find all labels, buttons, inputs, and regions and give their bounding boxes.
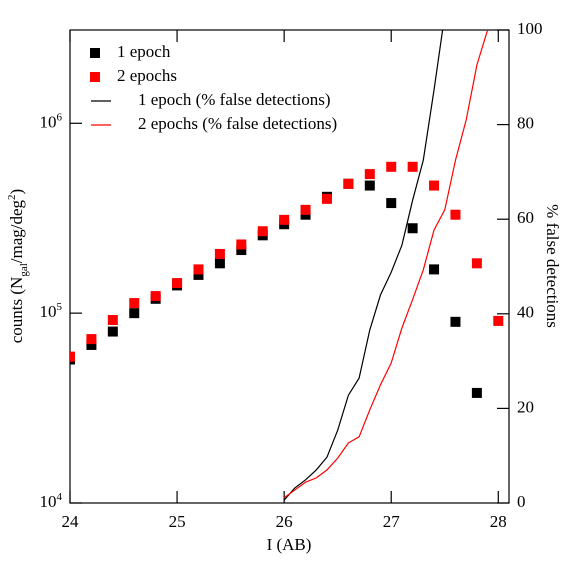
marker bbox=[407, 223, 418, 234]
marker bbox=[343, 178, 354, 189]
y-tick-label: 105 bbox=[40, 301, 63, 321]
x-tick-label: 26 bbox=[276, 512, 293, 531]
line bbox=[283, 30, 489, 499]
marker bbox=[364, 180, 375, 191]
legend-label: 1 epoch bbox=[117, 42, 171, 61]
marker bbox=[172, 278, 183, 289]
marker bbox=[86, 334, 97, 345]
marker bbox=[257, 226, 268, 237]
marker bbox=[386, 198, 397, 209]
legend-label: 1 epoch (% false detections) bbox=[138, 90, 331, 109]
marker bbox=[107, 326, 118, 337]
y2-tick-label: 80 bbox=[517, 114, 534, 133]
y2-tick-label: 0 bbox=[517, 492, 526, 511]
marker bbox=[279, 214, 290, 225]
y2-tick-label: 100 bbox=[517, 19, 543, 38]
marker bbox=[364, 169, 375, 180]
marker bbox=[236, 245, 247, 256]
y-tick-base: 10 bbox=[40, 112, 57, 131]
y-tick-exponent: 4 bbox=[57, 491, 63, 503]
marker bbox=[321, 193, 332, 204]
y-axis-label-part: ) bbox=[7, 189, 26, 195]
x-axis-label: I (AB) bbox=[267, 535, 312, 554]
marker bbox=[429, 180, 440, 191]
y-tick-exponent: 5 bbox=[57, 301, 63, 313]
plot-frame bbox=[69, 29, 510, 504]
x-tick-label: 25 bbox=[169, 512, 186, 531]
marker bbox=[193, 269, 204, 280]
y-axis-label-part: gal bbox=[18, 263, 30, 276]
marker bbox=[86, 339, 97, 350]
marker bbox=[386, 161, 397, 172]
x-tick-label: 27 bbox=[383, 512, 401, 531]
x-tick-label: 28 bbox=[490, 512, 507, 531]
marker bbox=[471, 387, 482, 398]
legend-marker bbox=[90, 48, 100, 58]
marker bbox=[300, 204, 311, 215]
y-tick-label: 106 bbox=[40, 111, 63, 131]
legend-label: 2 epochs bbox=[117, 66, 177, 85]
x-tick-label: 24 bbox=[62, 512, 80, 531]
legend-marker bbox=[90, 72, 100, 82]
y-tick-base: 10 bbox=[40, 302, 57, 321]
y-axis-label: counts (Ngal/mag/deg2) bbox=[6, 189, 30, 343]
y-tick-exponent: 6 bbox=[57, 111, 63, 123]
y-axis-label-part: counts (N bbox=[7, 277, 26, 344]
legend-label: 2 epochs (% false detections) bbox=[138, 114, 337, 133]
y2-axis-label: % false detections bbox=[543, 204, 562, 328]
marker bbox=[70, 351, 75, 362]
y2-tick-label: 40 bbox=[517, 303, 534, 322]
marker bbox=[129, 308, 140, 319]
marker bbox=[150, 291, 161, 302]
y-axis-label-part: /mag/deg bbox=[7, 199, 26, 263]
line bbox=[283, 30, 444, 501]
y-tick-base: 10 bbox=[40, 492, 57, 511]
plot-area bbox=[70, 30, 504, 501]
y2-tick-label: 60 bbox=[517, 208, 534, 227]
y-axis-label-part: 2 bbox=[6, 194, 18, 200]
marker bbox=[429, 264, 440, 275]
marker bbox=[450, 316, 461, 327]
marker bbox=[107, 315, 118, 326]
marker bbox=[214, 248, 225, 259]
marker bbox=[236, 239, 247, 250]
y2-tick-label: 20 bbox=[517, 397, 534, 416]
marker bbox=[450, 209, 461, 220]
marker bbox=[407, 161, 418, 172]
marker bbox=[129, 298, 140, 309]
marker bbox=[193, 264, 204, 275]
marker bbox=[471, 258, 482, 269]
y-tick-label: 104 bbox=[40, 491, 63, 511]
marker bbox=[214, 258, 225, 269]
marker bbox=[493, 315, 504, 326]
